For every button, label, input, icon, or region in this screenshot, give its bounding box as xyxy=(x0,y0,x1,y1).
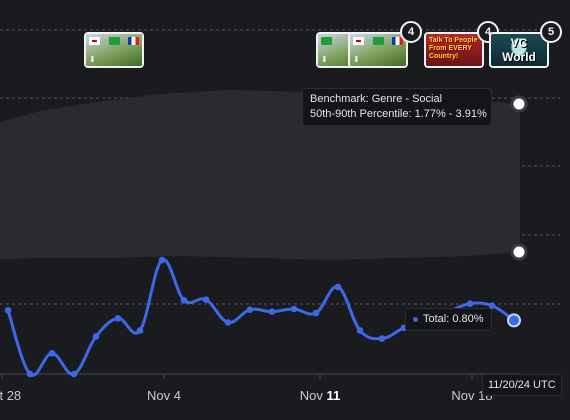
benchmark-tooltip: Benchmark: Genre - Social 50th-90th Perc… xyxy=(302,88,492,126)
data-point[interactable] xyxy=(136,327,144,334)
x-tick-label: Oct 28 xyxy=(0,388,21,403)
game-thumbnail-marker[interactable]: ⬇ xyxy=(348,32,408,68)
flag-icon xyxy=(353,37,364,45)
data-point[interactable] xyxy=(48,349,56,357)
x-tick-label: Nov 11 xyxy=(300,388,340,403)
data-point[interactable] xyxy=(334,283,342,291)
data-point[interactable] xyxy=(26,370,34,378)
data-point[interactable] xyxy=(180,297,188,304)
band-upper-handle[interactable] xyxy=(510,95,528,113)
flag-icon xyxy=(392,37,403,45)
total-tooltip-value: Total: 0.80% xyxy=(423,313,484,325)
thumbnail-title: VC World xyxy=(502,36,536,64)
benchmark-tooltip-title: Benchmark: Genre - Social xyxy=(310,93,443,105)
game-thumbnail-marker[interactable]: Talk To People From EVERY Country! xyxy=(424,32,484,68)
download-icon: ⬇ xyxy=(89,55,96,64)
download-icon: ⬇ xyxy=(353,55,360,64)
thumbnail-title: Talk To People From EVERY Country! xyxy=(429,37,478,60)
data-point[interactable] xyxy=(290,305,298,313)
data-point[interactable] xyxy=(378,335,386,342)
data-point[interactable] xyxy=(70,370,78,378)
data-point[interactable] xyxy=(488,302,496,309)
data-point[interactable] xyxy=(246,306,254,313)
selected-data-point[interactable] xyxy=(507,313,521,328)
download-icon: ⬇ xyxy=(321,55,328,64)
marker-count-badge: 4 xyxy=(400,21,422,43)
marker-count-badge: 5 xyxy=(540,21,562,43)
game-thumbnail-marker[interactable]: VC World xyxy=(489,32,549,68)
data-point[interactable] xyxy=(158,256,166,264)
game-thumbnail-marker[interactable]: ⬇ xyxy=(84,32,144,68)
data-point[interactable] xyxy=(202,296,210,303)
flag-icon xyxy=(128,37,139,45)
microphone-icon xyxy=(511,38,527,56)
flag-icon xyxy=(321,37,332,45)
flag-icon xyxy=(108,37,120,45)
band-lower-handle[interactable] xyxy=(510,243,528,261)
benchmark-band xyxy=(0,90,520,260)
data-point[interactable] xyxy=(114,315,122,322)
series-color-dot xyxy=(413,316,418,322)
data-point[interactable] xyxy=(466,300,474,307)
flag-icon xyxy=(89,37,100,45)
data-point[interactable] xyxy=(224,319,232,326)
benchmark-tooltip-range: 50th-90th Percentile: 1.77% - 3.91% xyxy=(310,108,487,120)
selected-date-label: 11/20/24 UTC xyxy=(482,374,562,396)
x-tick-label: Nov 4 xyxy=(147,388,181,403)
flag-icon xyxy=(372,37,384,45)
band-handles xyxy=(510,95,528,261)
data-point[interactable] xyxy=(356,327,364,334)
total-tooltip: Total: 0.80% xyxy=(405,308,492,331)
data-point[interactable] xyxy=(268,308,276,315)
data-point[interactable] xyxy=(92,333,100,340)
data-point[interactable] xyxy=(4,307,12,314)
data-point[interactable] xyxy=(312,309,320,317)
